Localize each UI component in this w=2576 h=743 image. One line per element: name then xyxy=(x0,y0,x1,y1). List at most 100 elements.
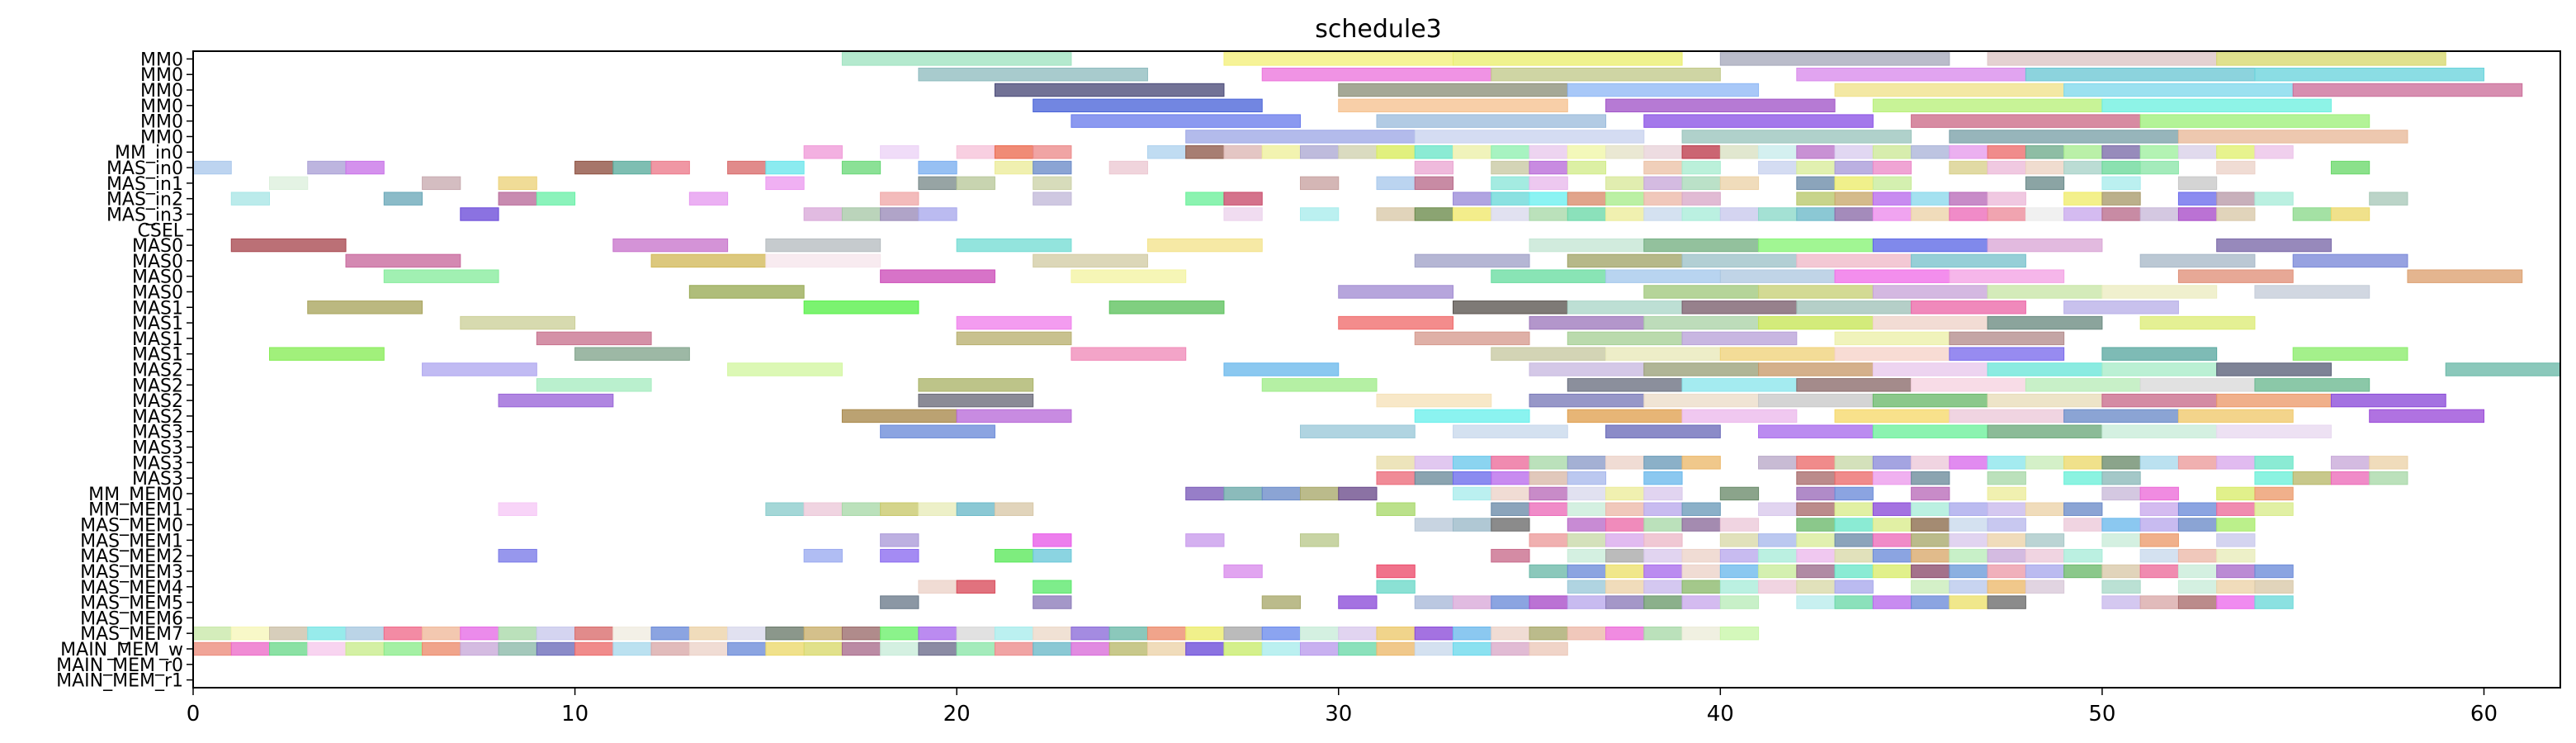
task-bar xyxy=(422,362,537,376)
task-bar xyxy=(1529,315,1645,330)
task-bar xyxy=(1567,192,1607,206)
task-bar xyxy=(2063,471,2103,485)
task-bar xyxy=(1643,315,1760,330)
task-bar xyxy=(2407,269,2523,283)
task-bar xyxy=(1643,548,1683,563)
task-bar xyxy=(2063,83,2294,97)
task-bar xyxy=(1758,548,1798,563)
task-bar xyxy=(1911,580,1950,594)
task-bar xyxy=(1872,315,1988,330)
task-bar xyxy=(2139,114,2370,128)
task-bar xyxy=(727,160,767,175)
task-bar xyxy=(1834,595,1874,609)
task-bar xyxy=(2216,238,2332,253)
task-bar xyxy=(1834,207,1874,221)
task-bar xyxy=(2139,502,2179,516)
y-tick-label: MAIN_MEM_r0 xyxy=(56,655,183,676)
task-bar xyxy=(765,160,805,175)
task-bar xyxy=(1796,456,1836,470)
y-tick-label: MM0 xyxy=(140,97,183,117)
task-bar xyxy=(1529,564,1568,579)
task-bar xyxy=(1567,626,1607,641)
task-bar xyxy=(1567,301,1683,315)
task-bar xyxy=(2101,98,2332,113)
task-bar xyxy=(1261,145,1301,159)
task-bar xyxy=(1338,595,1378,609)
task-bar xyxy=(2025,456,2065,470)
y-tick-label: MAS3 xyxy=(132,453,183,474)
task-bar xyxy=(956,176,995,191)
task-bar xyxy=(345,253,461,268)
y-tick-label: MM0 xyxy=(140,127,183,148)
task-bar xyxy=(956,580,995,594)
task-bar xyxy=(2254,564,2294,579)
task-bar xyxy=(1453,424,1568,438)
task-bar xyxy=(1834,269,1950,283)
task-bar xyxy=(2216,424,2332,438)
y-tick-label: MM_in0 xyxy=(115,143,183,163)
task-bar xyxy=(2177,548,2218,563)
task-bar xyxy=(1796,548,1836,563)
y-tick-label: MAS_MEM0 xyxy=(80,516,183,537)
task-bar xyxy=(1529,595,1568,609)
task-bar xyxy=(1414,176,1454,191)
task-bar xyxy=(1758,393,1874,408)
task-bar xyxy=(1605,486,1645,501)
y-tick-label: MAS_MEM3 xyxy=(80,562,183,583)
task-bar xyxy=(1719,595,1760,609)
task-bar xyxy=(1491,67,1721,82)
task-bar xyxy=(230,192,271,206)
task-bar xyxy=(1987,486,2026,501)
task-bar xyxy=(1605,192,1645,206)
task-bar xyxy=(1796,160,1836,175)
task-bar xyxy=(1414,160,1454,175)
task-bar xyxy=(2101,393,2218,408)
task-bar xyxy=(1491,502,1530,516)
y-tick-label: MAS_MEM4 xyxy=(80,578,183,599)
task-bar xyxy=(2177,456,2218,470)
y-axis-labels: MM0MM0MM0MM0MM0MM0MM_in0MAS_in0MAS_in1MA… xyxy=(56,50,193,692)
y-tick-label: MAIN_MEM_w xyxy=(60,640,183,660)
task-bar xyxy=(765,176,805,191)
task-bar xyxy=(2216,533,2256,547)
task-bar xyxy=(1567,331,1683,346)
task-bar xyxy=(2216,502,2256,516)
task-bar xyxy=(1491,595,1530,609)
task-bar xyxy=(1911,564,1950,579)
task-bar xyxy=(1834,331,1950,346)
task-bar xyxy=(2177,192,2218,206)
task-bar xyxy=(918,207,957,221)
task-bar xyxy=(2139,564,2179,579)
task-bar xyxy=(1223,52,1454,66)
task-bar xyxy=(1453,626,1492,641)
x-tick-label: 40 xyxy=(1707,702,1734,726)
task-bar xyxy=(1643,564,1683,579)
task-bar xyxy=(1949,409,2065,424)
task-bar xyxy=(1376,641,1416,656)
task-bar xyxy=(1376,456,1416,470)
task-bar xyxy=(1376,393,1492,408)
task-bar xyxy=(1987,393,2103,408)
task-bar xyxy=(1949,160,1988,175)
task-bar xyxy=(1872,424,1988,438)
task-bar xyxy=(2101,362,2218,376)
task-bar xyxy=(1796,378,1912,392)
task-bar xyxy=(994,641,1034,656)
task-bar xyxy=(918,580,957,594)
task-bar xyxy=(1453,192,1492,206)
task-bar xyxy=(1033,192,1072,206)
task-bar xyxy=(1911,114,2141,128)
task-bar xyxy=(1491,548,1530,563)
task-bar xyxy=(1872,176,1912,191)
task-bar xyxy=(1796,207,1836,221)
task-bar xyxy=(1681,145,1721,159)
task-bar xyxy=(1299,207,1340,221)
task-bar xyxy=(1643,114,1874,128)
task-bar xyxy=(1681,253,1798,268)
task-bar xyxy=(1796,502,1836,516)
task-bar xyxy=(307,641,347,656)
task-bar xyxy=(1758,207,1798,221)
task-bar xyxy=(2063,192,2103,206)
task-bar xyxy=(841,52,1072,66)
task-bar xyxy=(1033,145,1072,159)
